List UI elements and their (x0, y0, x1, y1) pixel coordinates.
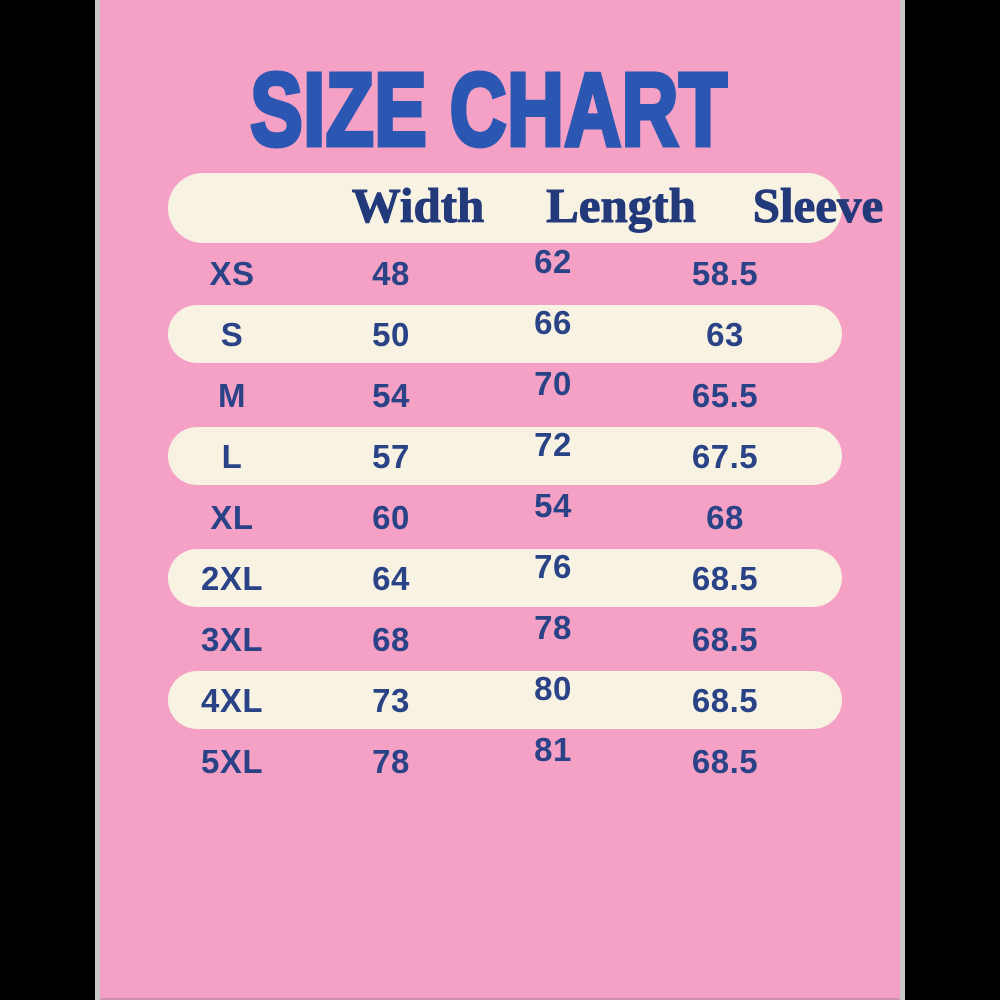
size-table-rows: XS 48 62 58.5 S 50 66 63 M 54 70 65.5 L 57 72 67.5 XL 60 5… (100, 243, 900, 792)
length-cell: 70 (534, 364, 572, 402)
column-header-sleeve: Sleeve (752, 178, 884, 234)
width-cell: 73 (372, 681, 410, 719)
length-cell: 78 (534, 608, 572, 646)
sleeve-cell: 58.5 (691, 254, 759, 292)
length-cell: 72 (534, 425, 572, 463)
table-row: XL 60 54 68 (100, 487, 900, 548)
column-header-length: Length (546, 178, 697, 234)
width-cell: 48 (372, 254, 410, 292)
size-cell: XS (209, 254, 255, 292)
table-row: 5XL 78 81 68.5 (100, 731, 900, 792)
table-row: XS 48 62 58.5 (100, 243, 900, 304)
right-black-bar (900, 0, 1000, 1000)
size-cell: 4XL (200, 681, 264, 719)
sleeve-cell: 68.5 (691, 620, 759, 658)
length-cell: 81 (534, 730, 572, 768)
length-cell: 66 (534, 303, 572, 341)
width-cell: 64 (372, 559, 410, 597)
row-highlight-pill (168, 305, 842, 363)
row-highlight-pill (168, 671, 842, 729)
sleeve-cell: 68.5 (691, 681, 759, 719)
title-row: SIZE CHART (100, 52, 900, 167)
table-row: L 57 72 67.5 (100, 426, 900, 487)
table-row: 3XL 68 78 68.5 (100, 609, 900, 670)
sleeve-cell: 68.5 (691, 559, 759, 597)
width-cell: 57 (372, 437, 410, 475)
row-highlight-pill (168, 427, 842, 485)
width-cell: 50 (372, 315, 410, 353)
length-cell: 76 (534, 547, 572, 585)
size-cell: L (221, 437, 243, 475)
length-cell: 54 (534, 486, 572, 524)
row-highlight-pill (168, 549, 842, 607)
table-row: 2XL 64 76 68.5 (100, 548, 900, 609)
left-black-bar (0, 0, 100, 1000)
width-cell: 68 (372, 620, 410, 658)
table-header-pill: Width Length Sleeve (168, 173, 884, 243)
size-chart-panel: SIZE CHART Width Length Sleeve XS 48 62 58.… (100, 0, 900, 1000)
sleeve-cell: 68.5 (691, 742, 759, 780)
width-cell: 78 (372, 742, 410, 780)
length-cell: 62 (534, 242, 572, 280)
sleeve-cell: 63 (706, 315, 744, 353)
page-title: SIZE CHART (248, 52, 728, 167)
width-cell: 54 (372, 376, 410, 414)
size-cell: 3XL (200, 620, 264, 658)
table-row: M 54 70 65.5 (100, 365, 900, 426)
sleeve-cell: 68 (706, 498, 744, 536)
size-cell: S (220, 315, 244, 353)
length-cell: 80 (534, 669, 572, 707)
table-row: 4XL 73 80 68.5 (100, 670, 900, 731)
size-cell: XL (210, 498, 254, 536)
size-cell: 2XL (200, 559, 264, 597)
column-header-width: Width (351, 178, 485, 234)
size-cell: M (218, 376, 246, 414)
sleeve-cell: 67.5 (691, 437, 759, 475)
width-cell: 60 (372, 498, 410, 536)
sleeve-cell: 65.5 (691, 376, 759, 414)
table-row: S 50 66 63 (100, 304, 900, 365)
size-cell: 5XL (200, 742, 264, 780)
